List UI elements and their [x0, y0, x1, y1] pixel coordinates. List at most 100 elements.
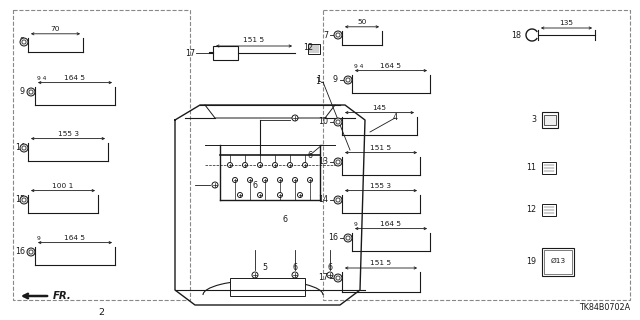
- Text: TK84B0702A: TK84B0702A: [579, 303, 630, 312]
- Text: 12: 12: [303, 44, 313, 52]
- Text: 7: 7: [323, 30, 328, 39]
- Bar: [213, 46, 238, 60]
- Text: 151 5: 151 5: [371, 260, 392, 266]
- Circle shape: [344, 234, 352, 242]
- Text: 1: 1: [315, 77, 320, 86]
- Circle shape: [336, 276, 340, 280]
- Text: 2: 2: [99, 308, 104, 317]
- Text: 9 4: 9 4: [37, 76, 46, 81]
- Circle shape: [334, 196, 342, 204]
- Text: 155 3: 155 3: [371, 183, 392, 188]
- Text: 151 5: 151 5: [371, 145, 392, 151]
- Text: 9: 9: [333, 76, 338, 84]
- Text: 70: 70: [51, 26, 60, 32]
- Circle shape: [20, 144, 28, 152]
- Circle shape: [20, 38, 28, 46]
- Circle shape: [29, 250, 33, 254]
- Circle shape: [303, 163, 307, 167]
- Circle shape: [292, 115, 298, 121]
- Circle shape: [334, 274, 342, 282]
- Circle shape: [327, 272, 333, 278]
- Circle shape: [29, 90, 33, 94]
- Text: 18: 18: [511, 30, 521, 39]
- Circle shape: [336, 120, 340, 124]
- Bar: [13, 10, 190, 300]
- Text: 9: 9: [20, 87, 25, 97]
- Circle shape: [212, 182, 218, 188]
- Text: 6: 6: [292, 263, 298, 273]
- Circle shape: [336, 33, 340, 37]
- Text: 3: 3: [531, 116, 536, 124]
- Bar: [544, 115, 556, 125]
- Bar: [230, 278, 305, 296]
- Text: 164 5: 164 5: [65, 75, 86, 81]
- Text: 13: 13: [318, 157, 328, 166]
- Text: 16: 16: [15, 247, 25, 257]
- Text: 5: 5: [262, 263, 268, 273]
- Bar: [544, 250, 572, 274]
- Circle shape: [22, 40, 26, 44]
- Text: 19: 19: [526, 258, 536, 267]
- Circle shape: [257, 193, 262, 197]
- Circle shape: [27, 88, 35, 96]
- Text: 6: 6: [282, 215, 287, 225]
- Circle shape: [298, 193, 303, 197]
- Text: 164 5: 164 5: [65, 235, 86, 241]
- Bar: [323, 10, 630, 300]
- Text: 50: 50: [357, 19, 367, 25]
- Text: 1: 1: [316, 76, 321, 84]
- Text: 100 1: 100 1: [52, 183, 74, 188]
- Circle shape: [344, 76, 352, 84]
- Circle shape: [307, 178, 312, 182]
- Circle shape: [334, 31, 342, 39]
- Bar: [542, 112, 558, 128]
- Circle shape: [27, 248, 35, 256]
- Text: 12: 12: [526, 205, 536, 214]
- Circle shape: [292, 178, 298, 182]
- Bar: [542, 248, 574, 276]
- Circle shape: [227, 163, 232, 167]
- Circle shape: [20, 196, 28, 204]
- Text: 11: 11: [526, 164, 536, 172]
- Circle shape: [237, 193, 243, 197]
- Text: 9 4: 9 4: [354, 64, 364, 68]
- Circle shape: [336, 198, 340, 202]
- Circle shape: [334, 158, 342, 166]
- Text: 164 5: 164 5: [381, 63, 401, 68]
- Bar: [542, 162, 556, 174]
- Text: 9: 9: [354, 221, 358, 227]
- Text: 151 5: 151 5: [243, 37, 264, 43]
- Circle shape: [334, 118, 342, 126]
- Circle shape: [243, 163, 248, 167]
- Circle shape: [278, 178, 282, 182]
- Text: FR.: FR.: [53, 291, 72, 301]
- Text: 8: 8: [20, 37, 25, 46]
- Text: 145: 145: [372, 105, 387, 111]
- Circle shape: [346, 78, 350, 82]
- Text: Ø13: Ø13: [550, 258, 566, 264]
- Circle shape: [287, 163, 292, 167]
- Text: 164 5: 164 5: [381, 220, 401, 227]
- Text: 14: 14: [318, 196, 328, 204]
- Text: 9: 9: [37, 236, 41, 241]
- Circle shape: [257, 163, 262, 167]
- Bar: [542, 204, 556, 216]
- Text: 155 3: 155 3: [58, 131, 79, 137]
- Circle shape: [292, 272, 298, 278]
- Circle shape: [336, 160, 340, 164]
- Text: 6: 6: [328, 263, 333, 273]
- Text: 15: 15: [15, 196, 25, 204]
- Text: 10: 10: [318, 117, 328, 126]
- Text: 4: 4: [392, 114, 397, 123]
- Text: 17: 17: [185, 49, 195, 58]
- Circle shape: [262, 178, 268, 182]
- Text: 135: 135: [559, 20, 573, 26]
- Text: 14: 14: [15, 143, 25, 153]
- Circle shape: [346, 236, 350, 240]
- Bar: [308, 44, 320, 54]
- Text: 16: 16: [328, 234, 338, 243]
- Circle shape: [22, 198, 26, 202]
- Circle shape: [22, 146, 26, 150]
- Circle shape: [232, 178, 237, 182]
- Text: 6: 6: [253, 180, 257, 189]
